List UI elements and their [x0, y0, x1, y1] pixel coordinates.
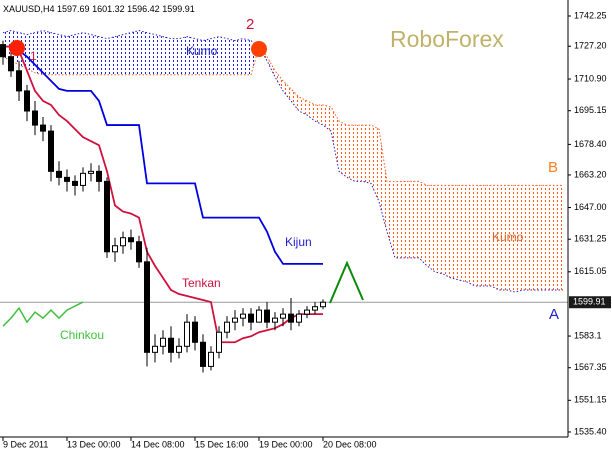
forecast-arrow: [329, 260, 364, 304]
annotation: 1: [30, 49, 37, 63]
x-tick-label: 14 Dec 08:00: [131, 439, 185, 449]
y-tick-label: 1663.20: [574, 169, 607, 179]
y-tick-label: 1535.40: [574, 426, 607, 436]
tenkan-line: [3, 45, 323, 344]
y-tick-label: 1583.1: [574, 330, 602, 340]
annotation: A: [549, 306, 559, 323]
candle-body: [32, 110, 38, 126]
annotation: 2: [246, 16, 254, 33]
annotation: Tenkan: [182, 276, 221, 290]
annotation: Kijun: [285, 235, 312, 249]
annotation: B: [548, 159, 558, 176]
y-tick-label: 1727.20: [574, 41, 607, 51]
price-label: 1599.91: [573, 297, 606, 307]
point-marker: [251, 41, 267, 57]
candle-body: [248, 313, 254, 323]
candle-body: [56, 170, 62, 178]
candle-body: [88, 170, 94, 174]
candle-body: [304, 309, 310, 315]
candle-body: [208, 351, 214, 367]
candle-body: [192, 321, 198, 343]
x-tick-label: 9 Dec 2011: [3, 439, 48, 449]
price-box: [569, 296, 611, 309]
candle-body: [240, 313, 246, 319]
candle-body: [312, 306, 318, 311]
cloud: [3, 30, 259, 75]
candle-body: [120, 237, 126, 247]
candle-body: [80, 172, 86, 186]
candle-body: [128, 237, 134, 243]
candle-body: [272, 317, 278, 323]
candle-body: [264, 309, 270, 323]
x-tick-label: 19 Dec 00:00: [259, 439, 313, 449]
candle-body: [288, 313, 294, 323]
candle-body: [48, 130, 54, 172]
candle-body: [168, 337, 174, 353]
candle-body: [200, 341, 206, 367]
candle-body: [24, 90, 30, 112]
y-tick-label: 1710.90: [574, 73, 607, 83]
cloud: [259, 46, 563, 293]
x-tick-label: 20 Dec 08:00: [323, 439, 377, 449]
candle-body: [8, 56, 14, 72]
y-tick-label: 1647.00: [574, 202, 607, 212]
quote-high: 1601.32: [92, 4, 125, 14]
symbol: XAUUSD,H4: [3, 4, 55, 14]
y-tick-label: 1678.40: [574, 139, 607, 149]
header: XAUUSD,H4 1597.69 1601.32 1596.42 1599.9…: [3, 4, 195, 14]
candle-body: [152, 345, 158, 353]
annotation: Kumo: [186, 44, 218, 58]
x-tick-label: 15 Dec 16:00: [195, 439, 249, 449]
y-tick-label: 1567.35: [574, 362, 607, 372]
y-tick-label: 1615.05: [574, 266, 607, 276]
candle-body: [176, 345, 182, 353]
chinkou-line: [2, 301, 84, 327]
candle-body: [96, 170, 102, 182]
y-tick-label: 1631.25: [574, 234, 607, 244]
x-tick-label: 13 Dec 00:00: [67, 439, 121, 449]
candle-body: [0, 44, 6, 58]
senkou-span: [2, 45, 563, 186]
candle-body: [136, 241, 142, 263]
candle-body: [320, 301, 326, 308]
candle-body: [16, 70, 22, 92]
candle-body: [184, 321, 190, 347]
annotation: Kumo: [492, 230, 524, 244]
candle-body: [40, 124, 46, 132]
annotation: Chinkou: [60, 328, 104, 342]
candle-body: [144, 261, 150, 353]
y-tick-label: 1695.15: [574, 105, 607, 115]
candle-body: [112, 245, 118, 253]
candle-body: [296, 313, 302, 323]
candle-body: [160, 337, 166, 347]
candle-body: [72, 180, 78, 186]
quote-close: 1599.91: [162, 4, 195, 14]
candle-body: [64, 176, 70, 182]
senkou-span: [2, 30, 563, 293]
candle-body: [256, 309, 262, 323]
y-tick-label: 1742.25: [574, 10, 607, 20]
candle-body: [280, 313, 286, 319]
candle-body: [232, 317, 238, 323]
plot-area: [0, 30, 568, 373]
quote-low: 1596.42: [127, 4, 160, 14]
y-tick-label: 1551.15: [574, 395, 607, 405]
kijun-line: [3, 45, 323, 265]
quote-open: 1597.69: [57, 4, 90, 14]
candle-body: [224, 321, 230, 333]
candle-body: [216, 331, 222, 353]
candle-body: [104, 180, 110, 253]
watermark: RoboForex: [390, 26, 504, 52]
point-marker: [9, 40, 25, 56]
